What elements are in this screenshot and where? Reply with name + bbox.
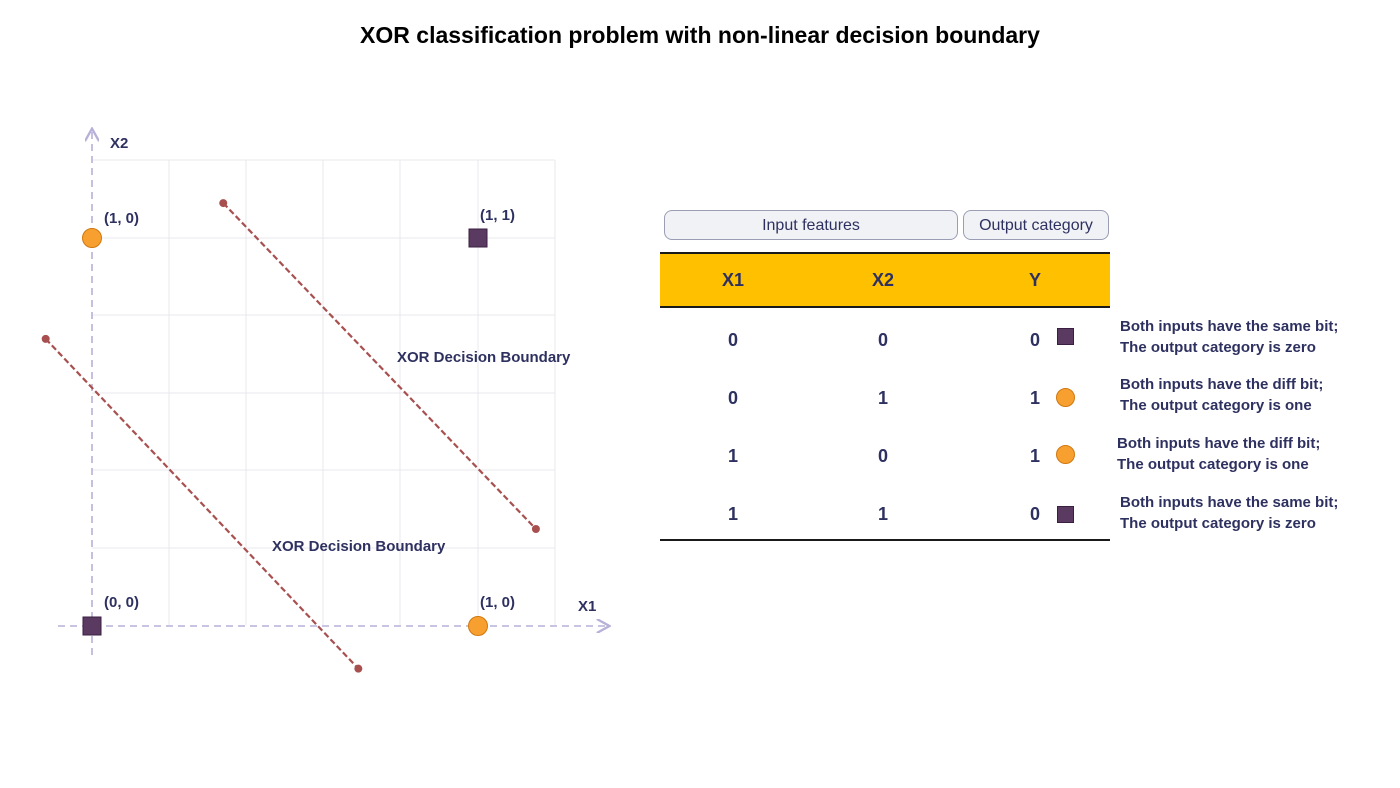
- cell-x2: 1: [877, 504, 888, 524]
- circle-marker-icon: [1056, 388, 1075, 407]
- plot-grid: [92, 159, 556, 625]
- cell-y: 1: [1029, 388, 1040, 408]
- row-note-line2: The output category is zero: [1120, 515, 1316, 532]
- cell-y: 0: [1029, 330, 1040, 350]
- boundary-label-upper: XOR Decision Boundary: [397, 349, 571, 366]
- row-note-line1: Both inputs have the diff bit;: [1117, 435, 1321, 452]
- row-note-line2: The output category is one: [1120, 397, 1312, 414]
- circle-marker-icon: [1056, 445, 1075, 464]
- decision-boundaries: [41, 199, 540, 673]
- cell-x2: 1: [877, 388, 888, 408]
- square-marker-icon: [1057, 506, 1074, 523]
- row-note-line1: Both inputs have the diff bit;: [1120, 376, 1324, 393]
- boundary-endpoint: [219, 199, 228, 208]
- table-header: X1 X2 Y: [660, 252, 1110, 308]
- data-points: [82, 228, 488, 636]
- column-header-x1: X1: [721, 270, 745, 290]
- cell-x1: 1: [727, 446, 738, 466]
- row-note: Both inputs have the same bit; The outpu…: [1120, 492, 1338, 534]
- decision-boundary-line: [44, 338, 360, 670]
- circle-point: [468, 616, 488, 636]
- x-axis-label: X1: [578, 598, 596, 615]
- row-note: Both inputs have the diff bit; The outpu…: [1117, 433, 1320, 475]
- square-point: [82, 616, 102, 636]
- column-header-x2: X2: [871, 270, 895, 290]
- point-label-0-1: (1, 0): [104, 210, 139, 227]
- cell-y: 1: [1029, 446, 1040, 466]
- cell-x1: 1: [727, 504, 738, 524]
- column-header-y: Y: [1028, 270, 1041, 290]
- row-note-line2: The output category is zero: [1120, 339, 1316, 356]
- row-note-line2: The output category is one: [1117, 456, 1309, 473]
- cell-y: 0: [1029, 504, 1040, 524]
- point-label-1-0: (1, 0): [480, 594, 515, 611]
- boundary-endpoint: [41, 334, 50, 343]
- table-bottom-rule: [660, 539, 1110, 541]
- boundary-label-lower: XOR Decision Boundary: [272, 538, 446, 555]
- square-point: [468, 228, 488, 248]
- row-note: Both inputs have the same bit; The outpu…: [1120, 316, 1338, 358]
- circle-point: [82, 228, 102, 248]
- page-title: XOR classification problem with non-line…: [360, 22, 1040, 48]
- cell-x1: 0: [727, 330, 738, 350]
- point-label-0-0: (0, 0): [104, 594, 139, 611]
- cell-x2: 0: [877, 330, 888, 350]
- y-axis-label: X2: [110, 135, 128, 152]
- group-header-output-category: Output category: [963, 210, 1109, 240]
- boundary-endpoint: [354, 664, 363, 673]
- point-label-1-1: (1, 1): [480, 207, 515, 224]
- xor-plot: X1 X2 XOR Decision Boundary XOR Decision…: [41, 0, 640, 673]
- row-note-line1: Both inputs have the same bit;: [1120, 494, 1339, 511]
- cell-x1: 0: [727, 388, 738, 408]
- square-marker-icon: [1057, 328, 1074, 345]
- group-header-input-features: Input features: [664, 210, 958, 240]
- boundary-endpoint: [531, 525, 540, 533]
- row-note-line1: Both inputs have the same bit;: [1120, 318, 1339, 335]
- row-note: Both inputs have the diff bit; The outpu…: [1120, 374, 1323, 416]
- decision-boundary-line: [222, 202, 537, 530]
- cell-x2: 0: [877, 446, 888, 466]
